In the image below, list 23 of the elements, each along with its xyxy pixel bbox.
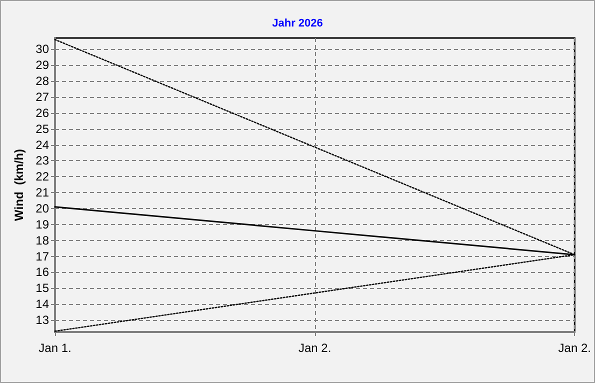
x-tick-label: Jan 2.	[298, 341, 332, 355]
y-tick-label: 15	[36, 281, 50, 296]
y-tick-label: 17	[36, 249, 50, 264]
y-tick-label: 20	[36, 202, 50, 216]
y-tick-label: 16	[36, 265, 50, 280]
y-tick-label: 21	[36, 186, 50, 200]
y-tick-label: 29	[36, 58, 50, 72]
x-tick-label: Jan 1.	[38, 341, 72, 355]
y-axis-title: Wind (km/h)	[12, 149, 26, 221]
y-tick-label: 25	[36, 122, 50, 136]
y-tick-label: 22	[36, 170, 50, 184]
y-tick-label: 27	[36, 90, 50, 104]
y-tick-label: 18	[36, 233, 50, 248]
y-tick-label: 19	[36, 217, 50, 232]
y-tick-label: 23	[36, 154, 50, 168]
x-tick-label: Jan 2.	[558, 341, 592, 355]
y-tick-label: 26	[36, 106, 50, 120]
y-tick-label: 30	[36, 42, 50, 56]
y-tick-label: 28	[36, 74, 50, 88]
y-tick-label: 13	[36, 313, 50, 328]
y-tick-label: 14	[36, 297, 50, 312]
chart-title: Jahr 2026	[272, 18, 323, 30]
y-tick-label: 24	[36, 138, 50, 152]
